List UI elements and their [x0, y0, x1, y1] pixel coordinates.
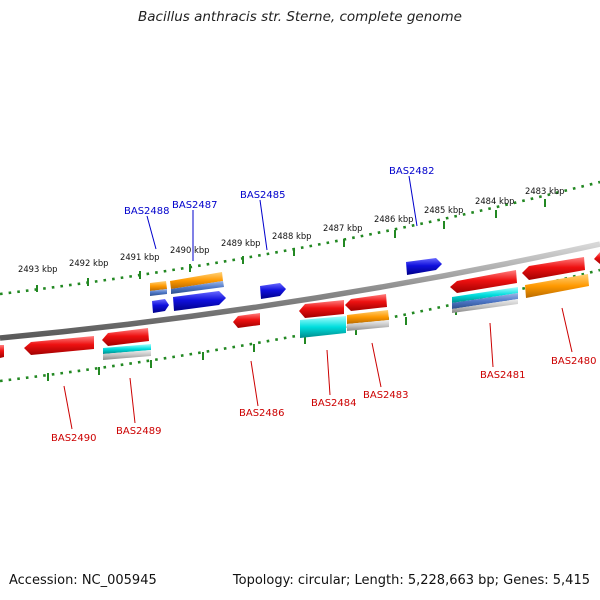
- reverse-label-lines: [63, 307, 573, 430]
- scale-label: 2488 kbp: [272, 231, 311, 241]
- gene-arrow: [522, 257, 585, 280]
- gene-label: BAS2483: [363, 390, 409, 401]
- gene-arrow: [452, 287, 518, 303]
- gene-arrow: [452, 299, 518, 313]
- gene-arrow: [103, 350, 151, 360]
- scale-label: 2493 kbp: [18, 264, 57, 274]
- scale-label: 2490 kbp: [170, 245, 209, 255]
- scale-label: 2484 kbp: [475, 196, 514, 206]
- gene-arrow: [171, 281, 224, 294]
- scale-label: 2483 kbp: [525, 186, 564, 196]
- forward-genes: [150, 258, 442, 313]
- gene-label: BAS2488: [124, 206, 170, 217]
- gene-arrow: [525, 274, 589, 298]
- scale-labels: 2493 kbp 2492 kbp 2491 kbp 2490 kbp 2489…: [18, 186, 564, 274]
- gene-arrow: [150, 289, 167, 296]
- gene-label: BAS2480: [551, 356, 597, 367]
- gene-arrow: [299, 300, 344, 318]
- gene-label: BAS2485: [240, 190, 286, 201]
- gene-arrow: [152, 299, 169, 313]
- gene-arrow: [102, 328, 149, 346]
- gene-arrow: [150, 281, 167, 291]
- gene-arrow: [103, 344, 151, 354]
- gene-arrow: [170, 272, 223, 289]
- scale-label: 2492 kbp: [69, 258, 108, 268]
- genome-summary-text: Topology: circular; Length: 5,228,663 bp…: [232, 573, 590, 588]
- gene-arrow: [347, 310, 389, 324]
- gene-arrow: [347, 320, 389, 331]
- gene-arrow: [260, 283, 286, 299]
- map-title: Bacillus anthracis str. Sterne, complete…: [138, 9, 462, 25]
- gene-arrow: [24, 336, 94, 355]
- forward-label-lines: [146, 175, 418, 261]
- forward-gene-labels: BAS2488 BAS2487 BAS2485 BAS2482: [124, 166, 435, 217]
- reverse-gene-labels: BAS2490 BAS2489 BAS2486 BAS2484 BAS2483 …: [51, 356, 597, 444]
- gene-label: BAS2482: [389, 166, 435, 177]
- gene-label: BAS2481: [480, 370, 526, 381]
- gene-arrow: [594, 252, 600, 264]
- gene-arrow: [345, 294, 387, 311]
- gene-label: BAS2487: [172, 200, 218, 211]
- gene-arrow: [452, 293, 518, 309]
- gene-arrow: [233, 313, 260, 328]
- gene-label: BAS2490: [51, 433, 97, 444]
- genome-backbone: [0, 241, 600, 341]
- gene-label: BAS2484: [311, 398, 357, 409]
- gene-arrow: [406, 258, 442, 275]
- gene-label: BAS2486: [239, 408, 285, 419]
- scale-label: 2486 kbp: [374, 214, 413, 224]
- forward-scale-track: [0, 180, 600, 296]
- gene-arrow: [450, 270, 517, 293]
- scale-label: 2491 kbp: [120, 252, 159, 262]
- gene-arrow: [173, 291, 226, 311]
- reverse-genes: [0, 252, 600, 360]
- accession-text: Accession: NC_005945: [9, 573, 157, 588]
- gene-label: BAS2489: [116, 426, 162, 437]
- scale-label: 2489 kbp: [221, 238, 260, 248]
- scale-label: 2485 kbp: [424, 205, 463, 215]
- gene-arrow: [0, 345, 4, 358]
- scale-label: 2487 kbp: [323, 223, 362, 233]
- gene-arrow: [300, 316, 346, 338]
